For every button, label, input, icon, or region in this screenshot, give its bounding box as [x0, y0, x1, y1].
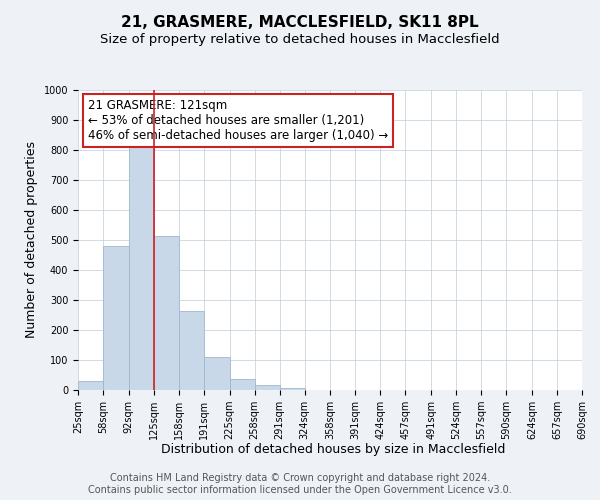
Bar: [103, 246, 129, 390]
Bar: [254, 384, 280, 390]
Bar: [179, 310, 204, 390]
Y-axis label: Number of detached properties: Number of detached properties: [25, 142, 38, 338]
Bar: [204, 357, 230, 390]
Text: Size of property relative to detached houses in Macclesfield: Size of property relative to detached ho…: [100, 32, 500, 46]
Bar: [154, 236, 179, 390]
Text: Distribution of detached houses by size in Macclesfield: Distribution of detached houses by size …: [161, 442, 505, 456]
Text: Contains HM Land Registry data © Crown copyright and database right 2024.
Contai: Contains HM Land Registry data © Crown c…: [88, 474, 512, 495]
Bar: [78, 381, 103, 390]
Bar: [280, 388, 305, 390]
Bar: [129, 144, 154, 390]
Text: 21 GRASMERE: 121sqm
← 53% of detached houses are smaller (1,201)
46% of semi-det: 21 GRASMERE: 121sqm ← 53% of detached ho…: [88, 99, 388, 142]
Bar: [230, 378, 254, 390]
Text: 21, GRASMERE, MACCLESFIELD, SK11 8PL: 21, GRASMERE, MACCLESFIELD, SK11 8PL: [121, 15, 479, 30]
